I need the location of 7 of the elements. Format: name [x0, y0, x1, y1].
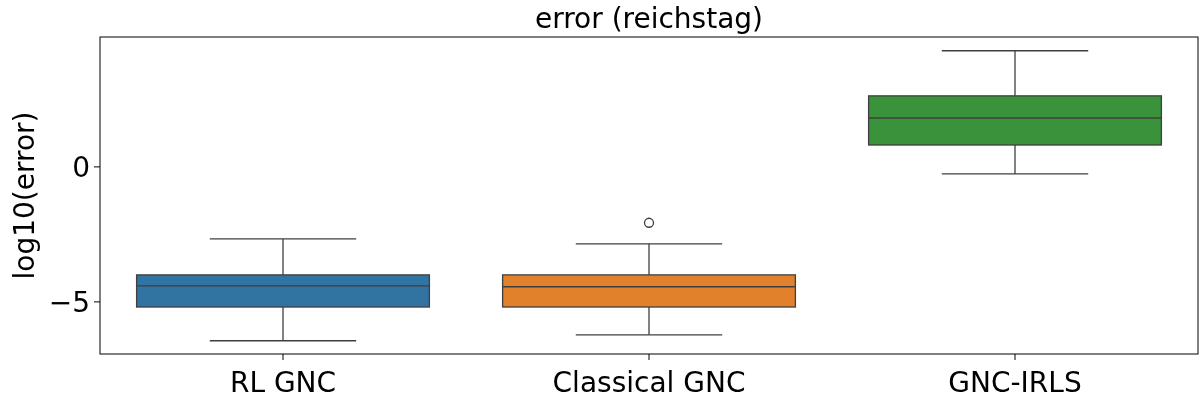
y-tick-label: −5 [48, 285, 90, 319]
x-tick-label: Classical GNC [552, 366, 746, 399]
y-axis-title: log10(error) [8, 111, 41, 280]
chart-title: error (reichstag) [534, 2, 764, 35]
x-tick-label: GNC-IRLS [948, 366, 1082, 399]
y-tick-label: 0 [72, 150, 90, 184]
x-tick-label: RL GNC [229, 366, 337, 399]
